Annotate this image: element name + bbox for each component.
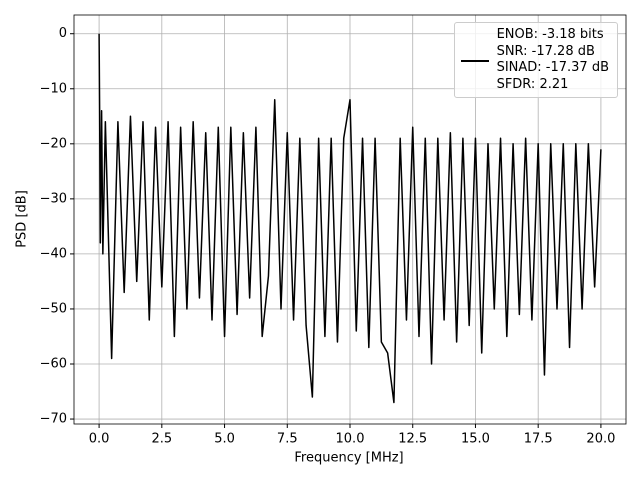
x-tick-label: 15.0 <box>461 432 490 447</box>
y-tick-label: −40 <box>40 246 67 261</box>
y-axis-label: PSD [dB] <box>15 190 30 248</box>
x-tick-label: 12.5 <box>398 432 427 447</box>
y-tick-label: −70 <box>40 412 67 427</box>
y-tick-label: −30 <box>40 191 67 206</box>
x-tick-label: 7.5 <box>277 432 298 447</box>
plot-frame <box>73 14 627 425</box>
x-tick-label: 2.5 <box>151 432 172 447</box>
x-tick-label: 17.5 <box>524 432 553 447</box>
x-tick-label: 10.0 <box>336 432 365 447</box>
data-line <box>98 33 602 404</box>
y-tick-label: 0 <box>59 26 67 41</box>
legend-key <box>460 60 489 62</box>
y-tick-label: −50 <box>40 301 67 316</box>
x-axis-label: Frequency [MHz] <box>294 451 403 466</box>
legend-label: ENOB: -3.18 bits SNR: -17.28 dB SINAD: -… <box>496 27 609 92</box>
legend: ENOB: -3.18 bits SNR: -17.28 dB SINAD: -… <box>453 22 618 98</box>
x-tick-label: 0.0 <box>89 432 110 447</box>
x-tick-label: 20.0 <box>586 432 615 447</box>
y-tick-label: −60 <box>40 356 67 371</box>
x-tick-label: 5.0 <box>214 432 235 447</box>
y-tick-label: −20 <box>40 136 67 151</box>
y-tick-label: −10 <box>40 81 67 96</box>
